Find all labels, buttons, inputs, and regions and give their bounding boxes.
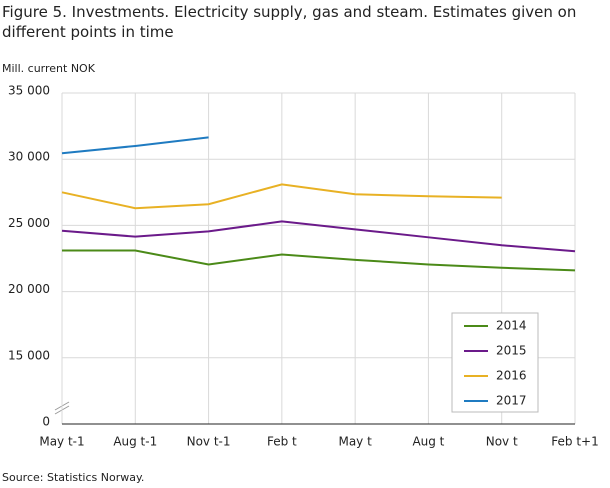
legend-box xyxy=(451,312,539,413)
x-tick-label: Aug t xyxy=(412,435,444,449)
source: Source: Statistics Norway. xyxy=(2,471,145,484)
series-line xyxy=(61,183,502,210)
x-tick-label: May t-1 xyxy=(39,435,84,449)
series-line xyxy=(61,220,576,253)
legend-label: 2016 xyxy=(496,369,527,383)
legend-label: 2017 xyxy=(496,394,527,408)
x-tick-label: Feb t+1 xyxy=(551,435,598,449)
x-tick-label: Nov t-1 xyxy=(187,435,231,449)
series-line xyxy=(62,249,576,272)
legend-label: 2014 xyxy=(496,319,527,333)
y-tick-label: 0 xyxy=(42,415,50,429)
y-tick-label: 35 000 xyxy=(8,84,50,98)
x-tick-label: Aug t-1 xyxy=(113,435,157,449)
chart-title: Figure 5. Investments. Electricity suppl… xyxy=(2,3,577,41)
series-line xyxy=(61,136,209,155)
y-tick-label: 25 000 xyxy=(8,216,50,230)
legend-label: 2015 xyxy=(496,344,527,358)
y-tick-label: 20 000 xyxy=(8,282,50,296)
y-tick-label: 30 000 xyxy=(8,150,50,164)
x-tick-label: Nov t xyxy=(486,435,518,449)
x-tick-label: May t xyxy=(338,435,372,449)
y-axis-label: Mill. current NOK xyxy=(2,62,96,75)
x-tick-label: Feb t xyxy=(267,435,297,449)
y-tick-label: 15 000 xyxy=(8,348,50,362)
